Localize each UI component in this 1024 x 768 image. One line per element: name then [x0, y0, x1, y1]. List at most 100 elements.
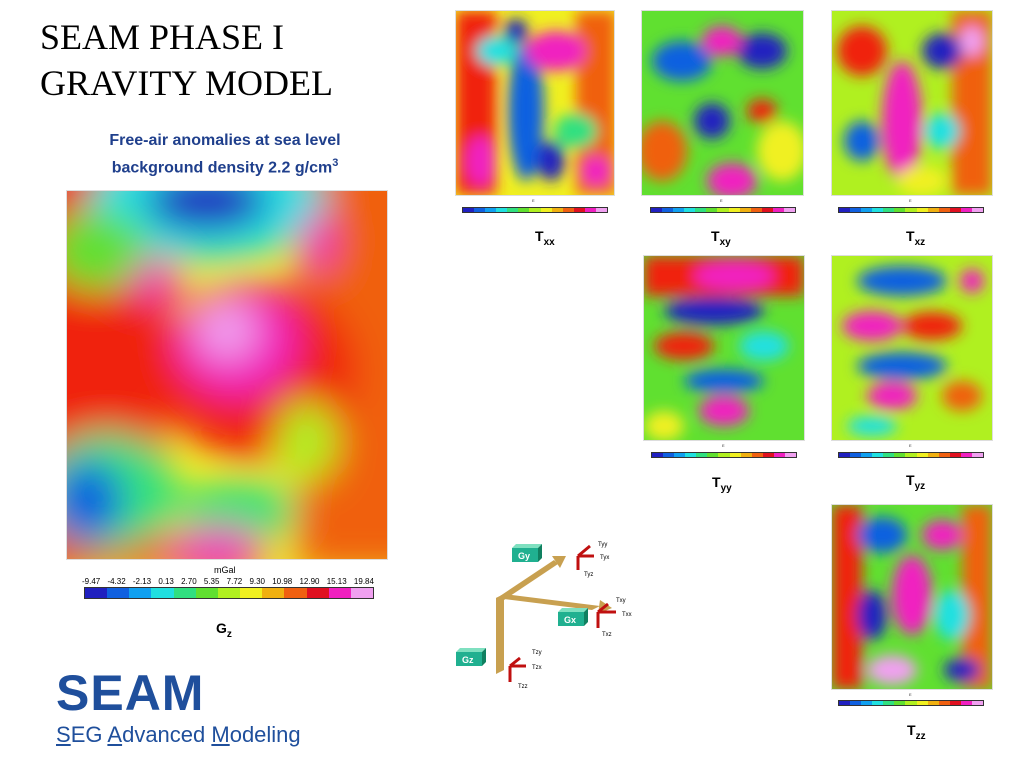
- colorbar-swatch: [740, 453, 752, 457]
- tyx-text: Tyx: [600, 555, 609, 561]
- colorbar-swatch: [350, 588, 374, 598]
- colorbar-swatch: [938, 453, 950, 457]
- colorbar-swatch: [971, 208, 984, 212]
- logo-s: S: [56, 722, 71, 747]
- colorbar-swatch: [328, 588, 351, 598]
- tyy-label: Tyy: [712, 474, 732, 494]
- colorbar-swatch: [684, 208, 696, 212]
- colorbar-swatch: [938, 701, 950, 705]
- gz-tick: 10.98: [272, 577, 293, 586]
- subtitle-superscript: 3: [332, 157, 339, 169]
- colorbar-swatch: [971, 701, 984, 705]
- logo-e: E: [70, 722, 86, 747]
- colorbar-strip: [650, 207, 796, 213]
- colorbar-swatch: [129, 588, 152, 598]
- colorbar-swatch: [651, 208, 663, 212]
- colorbar-swatch: [784, 453, 797, 457]
- gz-colorbar: [84, 587, 374, 599]
- colorbar-swatch: [595, 208, 608, 212]
- colorbar-swatch: [916, 208, 928, 212]
- y-axis-shaft: [500, 560, 558, 600]
- colorbar-strip: [84, 587, 374, 599]
- txz-map: [831, 10, 993, 196]
- colorbar-swatch: [573, 208, 585, 212]
- colorbar-swatch: [850, 701, 862, 705]
- colorbar-swatch: [540, 208, 552, 212]
- txz-text: Txz: [602, 632, 612, 638]
- title-line-1: SEAM PHASE I: [40, 17, 285, 57]
- gz-tick: 7.72: [226, 577, 243, 586]
- tzz-label-sub: zz: [915, 730, 926, 742]
- title-line-2: GRAVITY MODEL: [40, 63, 333, 103]
- colorbar-swatch: [474, 208, 486, 212]
- colorbar-swatch: [217, 588, 241, 598]
- seam-logo: SEAM: [56, 665, 205, 721]
- gz-tick: 0.13: [158, 577, 174, 586]
- txz-colorbar: [838, 207, 984, 213]
- txx-colorbar: [462, 207, 608, 213]
- colorbar-swatch: [706, 208, 718, 212]
- colorbar-swatch: [761, 208, 773, 212]
- tzz-label: Tzz: [907, 722, 926, 742]
- txz-unit: E: [909, 198, 912, 203]
- colorbar-swatch: [718, 453, 730, 457]
- colorbar-swatch: [927, 701, 939, 705]
- colorbar-swatch: [883, 701, 895, 705]
- colorbar-strip: [838, 207, 984, 213]
- colorbar-swatch: [240, 588, 263, 598]
- colorbar-swatch: [949, 701, 961, 705]
- tyz-label-sub: yz: [914, 480, 926, 492]
- colorbar-swatch: [839, 453, 851, 457]
- tyy-unit: E: [722, 443, 725, 448]
- logo-dvanced: dvanced: [122, 722, 212, 747]
- colorbar-swatch: [674, 453, 686, 457]
- colorbar-strip: [651, 452, 797, 458]
- colorbar-swatch: [861, 701, 873, 705]
- gz-tick: -4.32: [107, 577, 126, 586]
- gz-tick: 12.90: [299, 577, 320, 586]
- txx-map: [455, 10, 615, 196]
- colorbar-swatch: [949, 208, 961, 212]
- txy-label: Txy: [711, 228, 731, 248]
- txx-map-image: [456, 11, 614, 195]
- colorbar-swatch: [872, 701, 884, 705]
- gz-tick: -9.47: [82, 577, 101, 586]
- gz-tick: 2.70: [181, 577, 197, 586]
- txy-label-sub: xy: [719, 236, 731, 248]
- colorbar-swatch: [927, 208, 939, 212]
- subtitle-line-1: Free-air anomalies at sea level: [109, 132, 341, 149]
- tyy-label-main: T: [712, 474, 721, 490]
- colorbar-swatch: [195, 588, 218, 598]
- tyz-unit: E: [909, 443, 912, 448]
- txz-label-sub: xz: [914, 236, 926, 248]
- colorbar-swatch: [927, 453, 939, 457]
- gy-text: Gy: [518, 551, 530, 561]
- colorbar-swatch: [529, 208, 541, 212]
- y-tensor-arrows: [576, 544, 594, 570]
- colorbar-swatch: [717, 208, 729, 212]
- tensor-axes-diagram: Gy Gx Gz Tyy Tyx Tyz Tx: [448, 534, 648, 699]
- tyy-map: [643, 255, 805, 441]
- y-axis-arrowhead: [552, 556, 566, 568]
- colorbar-swatch: [739, 208, 751, 212]
- colorbar-swatch: [905, 208, 917, 212]
- colorbar-swatch: [894, 453, 906, 457]
- x-axis-shaft: [496, 594, 600, 610]
- logo-m: M: [211, 722, 230, 747]
- colorbar-swatch: [663, 453, 675, 457]
- subtitle-line-2: background density 2.2 g/cm3: [60, 152, 390, 179]
- colorbar-swatch: [850, 208, 862, 212]
- seam-logo-subtitle: SEG Advanced Modeling: [56, 721, 301, 749]
- colorbar-swatch: [872, 208, 884, 212]
- txy-text: Txy: [616, 598, 626, 604]
- colorbar-swatch: [662, 208, 674, 212]
- txy-unit: E: [720, 198, 723, 203]
- gz-tick: 9.30: [249, 577, 266, 586]
- colorbar-swatch: [306, 588, 329, 598]
- colorbar-swatch: [262, 588, 285, 598]
- tyz-map-image: [832, 256, 992, 440]
- gz-tick: -2.13: [132, 577, 152, 586]
- tzz-label-main: T: [907, 722, 916, 738]
- tyz-text: Tyz: [584, 572, 593, 578]
- colorbar-swatch: [861, 208, 873, 212]
